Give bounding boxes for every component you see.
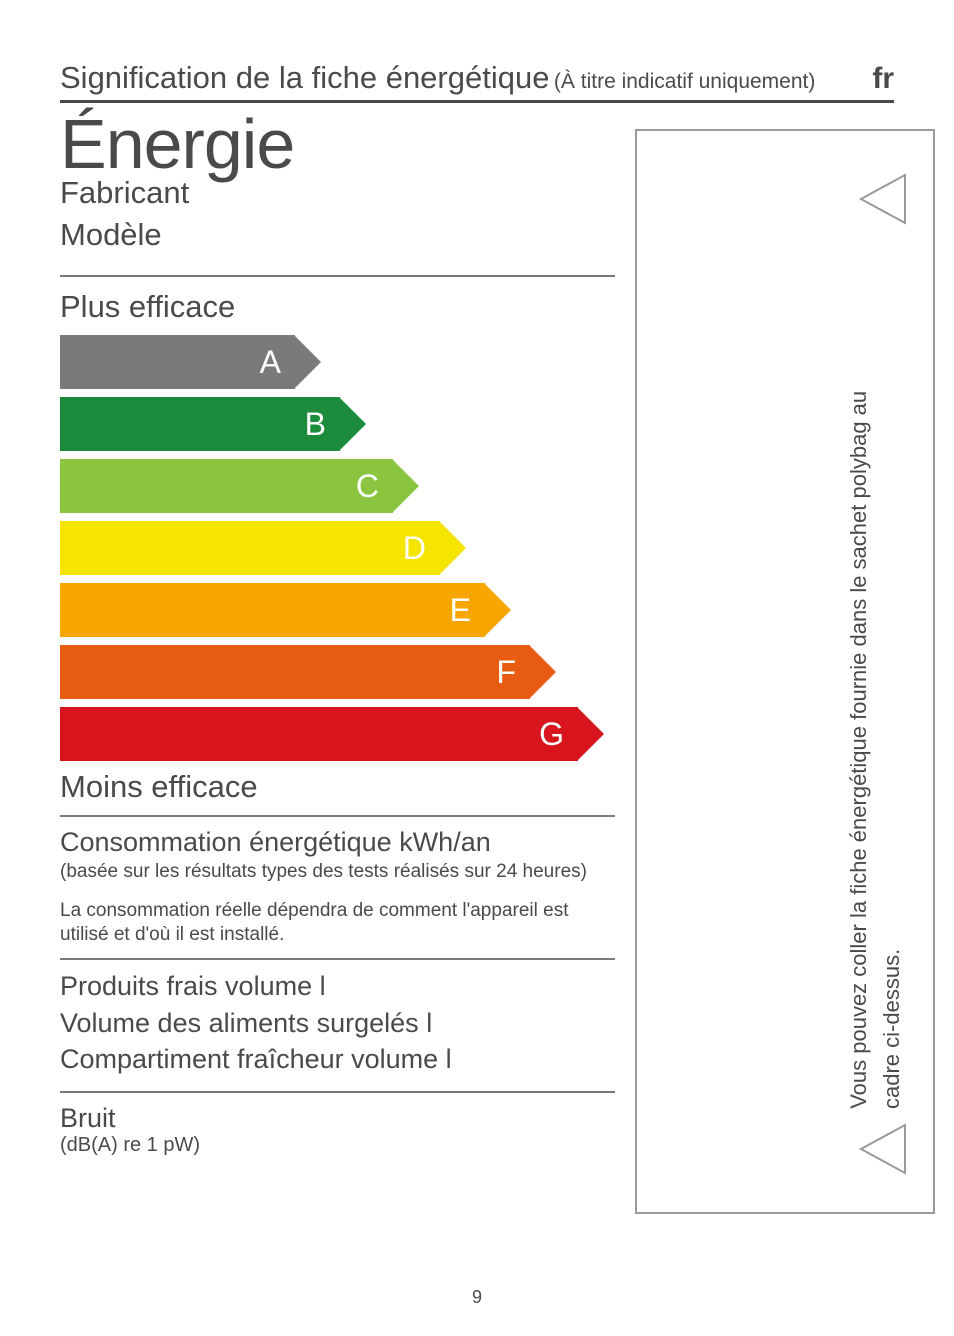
divider: [60, 958, 615, 960]
header-title-wrap: Signification de la fiche énergétique (À…: [60, 60, 815, 96]
triangle-top-icon: [853, 171, 909, 227]
header-subtitle: (À titre indicatif uniquement): [554, 70, 815, 93]
noise-label: Bruit: [60, 1103, 615, 1134]
volume-chill: Compartiment fraîcheur volume l: [60, 1041, 615, 1077]
less-efficient-label: Moins efficace: [60, 769, 615, 805]
efficiency-bars: ABCDEFG: [60, 335, 615, 761]
energy-label-column: Énergie Fabricant Modèle Plus efficace A…: [60, 109, 615, 1157]
bar-arrow-icon: [529, 645, 556, 699]
sticker-area-column: Vous pouvez coller la fiche énergétique …: [635, 109, 894, 1157]
noise-unit: (dB(A) re 1 pW): [60, 1134, 615, 1157]
consumption-desc: La consommation réelle dépendra de comme…: [60, 899, 615, 948]
efficiency-bar-a: A: [60, 335, 615, 389]
efficiency-bar-e: E: [60, 583, 615, 637]
triangle-bottom-icon: [853, 1121, 909, 1177]
bar-letter: F: [496, 654, 516, 691]
consumption-note: (basée sur les résultats types des tests…: [60, 860, 615, 885]
language-code: fr: [872, 62, 894, 96]
efficiency-bar-f: F: [60, 645, 615, 699]
header-title: Signification de la fiche énergétique: [60, 60, 549, 95]
efficiency-bar-b: B: [60, 397, 615, 451]
volume-frozen: Volume des aliments surgelés l: [60, 1005, 615, 1041]
more-efficient-label: Plus efficace: [60, 289, 615, 325]
bar-arrow-icon: [294, 335, 321, 389]
vertical-note-wrap: Vous pouvez coller la fiche énergétique …: [825, 229, 925, 1109]
vertical-note-line1: Vous pouvez coller la fiche énergétique …: [844, 391, 875, 1109]
energy-title: Énergie: [60, 109, 615, 179]
vertical-note-line2: cadre ci-dessus.: [879, 949, 905, 1109]
bar-letter: D: [403, 530, 426, 567]
bar-arrow-icon: [577, 707, 604, 761]
bar-letter: A: [260, 344, 281, 381]
divider: [60, 275, 615, 277]
bar-arrow-icon: [392, 459, 419, 513]
bar-letter: E: [450, 592, 471, 629]
efficiency-bar-c: C: [60, 459, 615, 513]
page-number: 9: [0, 1287, 954, 1308]
efficiency-bar-d: D: [60, 521, 615, 575]
consumption-title: Consommation énergétique kWh/an: [60, 827, 615, 858]
volume-fresh: Produits frais volume l: [60, 968, 615, 1004]
manufacturer-label: Fabricant: [60, 175, 615, 211]
bar-letter: C: [356, 468, 379, 505]
efficiency-bar-g: G: [60, 707, 615, 761]
model-label: Modèle: [60, 217, 615, 253]
bar-arrow-icon: [439, 521, 466, 575]
page-header: Signification de la fiche énergétique (À…: [60, 60, 894, 103]
bar-arrow-icon: [484, 583, 511, 637]
bar-letter: G: [539, 716, 564, 753]
bar-arrow-icon: [339, 397, 366, 451]
divider: [60, 1091, 615, 1093]
divider: [60, 815, 615, 817]
bar-letter: B: [305, 406, 326, 443]
